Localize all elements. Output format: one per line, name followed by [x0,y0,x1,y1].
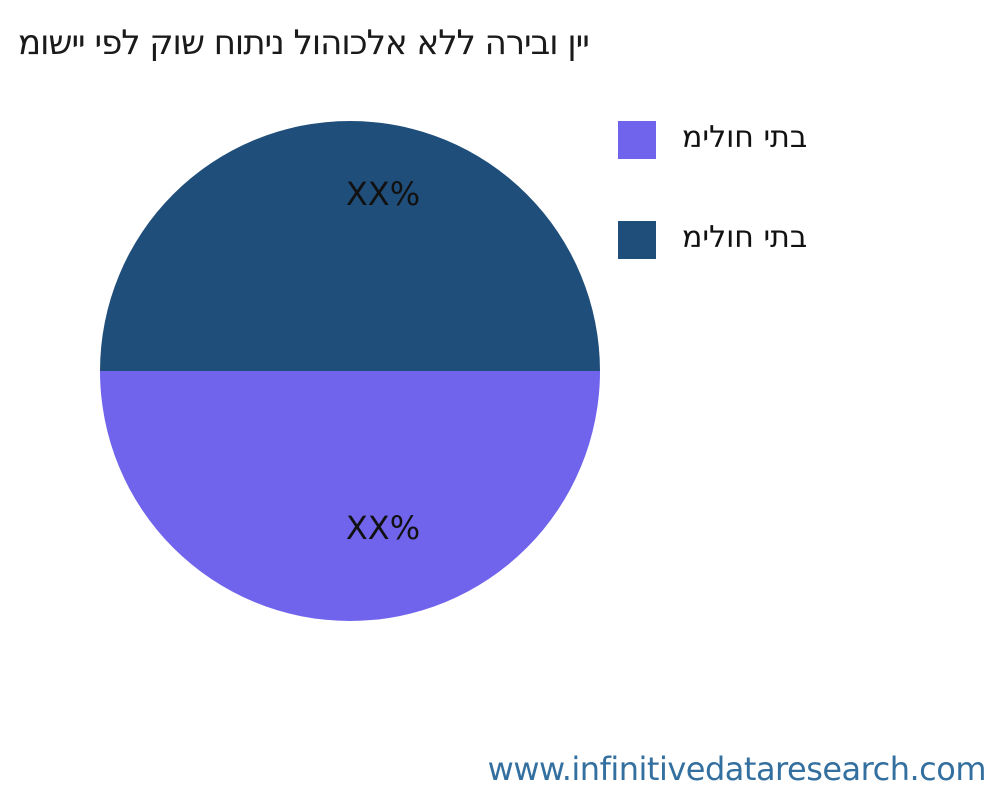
pie-percent-label-bottom: XX% [345,509,421,547]
legend-label: מילוח יתב [682,220,808,255]
watermark-url: www.infinitivedataresearch.com [487,750,987,788]
legend-item: מילוח יתב [618,221,807,259]
pie-percent-label-top: XX% [345,175,421,213]
pie-slice-top [100,121,600,371]
legend-item: מילוח יתב [618,121,807,159]
legend-label: מילוח יתב [682,120,808,155]
legend: מילוח יתב מילוח יתב [618,121,807,259]
legend-swatch-navy [618,221,656,259]
pie-chart [100,121,600,621]
pie-chart-svg [100,121,600,621]
pie-slice-bottom [100,371,600,621]
legend-swatch-purple [618,121,656,159]
chart-title: מושיי יפל קוש חותינ לוהוכלא אלל הריבו ןי… [18,23,590,63]
